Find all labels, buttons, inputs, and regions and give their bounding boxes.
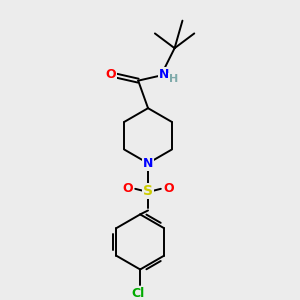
Text: H: H: [169, 74, 178, 84]
Text: O: O: [164, 182, 174, 195]
Text: Cl: Cl: [132, 286, 145, 300]
Text: S: S: [143, 184, 153, 198]
Text: N: N: [143, 157, 153, 170]
Text: O: O: [122, 182, 133, 195]
Text: N: N: [159, 68, 169, 81]
Text: O: O: [105, 68, 116, 81]
